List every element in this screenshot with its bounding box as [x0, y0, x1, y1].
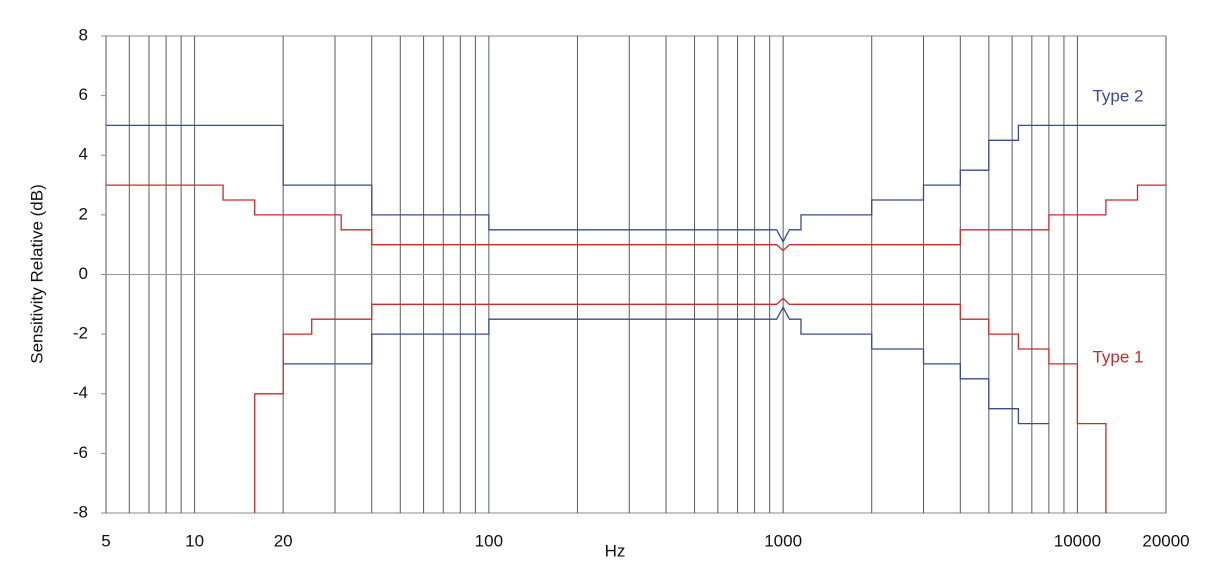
y-tick-label: 0 [79, 264, 88, 283]
series-label: Type 2 [1092, 86, 1143, 105]
x-tick-label: 100 [475, 531, 503, 550]
limit-line [106, 124, 1166, 244]
x-tick-label: 10 [185, 531, 204, 550]
series-label: Type 1 [1092, 347, 1143, 366]
limit-line [106, 184, 1166, 252]
x-tick-label: 20 [274, 531, 293, 550]
y-tick-label: -6 [73, 443, 88, 462]
y-axis-label: Sensitivity Relative (dB) [27, 184, 46, 364]
y-tick-label: -2 [73, 324, 88, 343]
y-tick-label: 6 [79, 85, 88, 104]
y-tick-label: 2 [79, 204, 88, 223]
y-tick-label: -4 [73, 383, 88, 402]
limit-line [283, 305, 1049, 425]
y-tick-label: 4 [79, 145, 88, 164]
x-tick-label: 1000 [764, 531, 802, 550]
x-axis-label: Hz [605, 541, 626, 560]
limit-line [254, 297, 1107, 513]
x-tick-label: 20000 [1142, 531, 1189, 550]
y-tick-label: 8 [79, 25, 88, 44]
x-tick-label: 10000 [1054, 531, 1101, 550]
y-tick-label: -8 [73, 502, 88, 521]
x-tick-label: 5 [101, 531, 110, 550]
